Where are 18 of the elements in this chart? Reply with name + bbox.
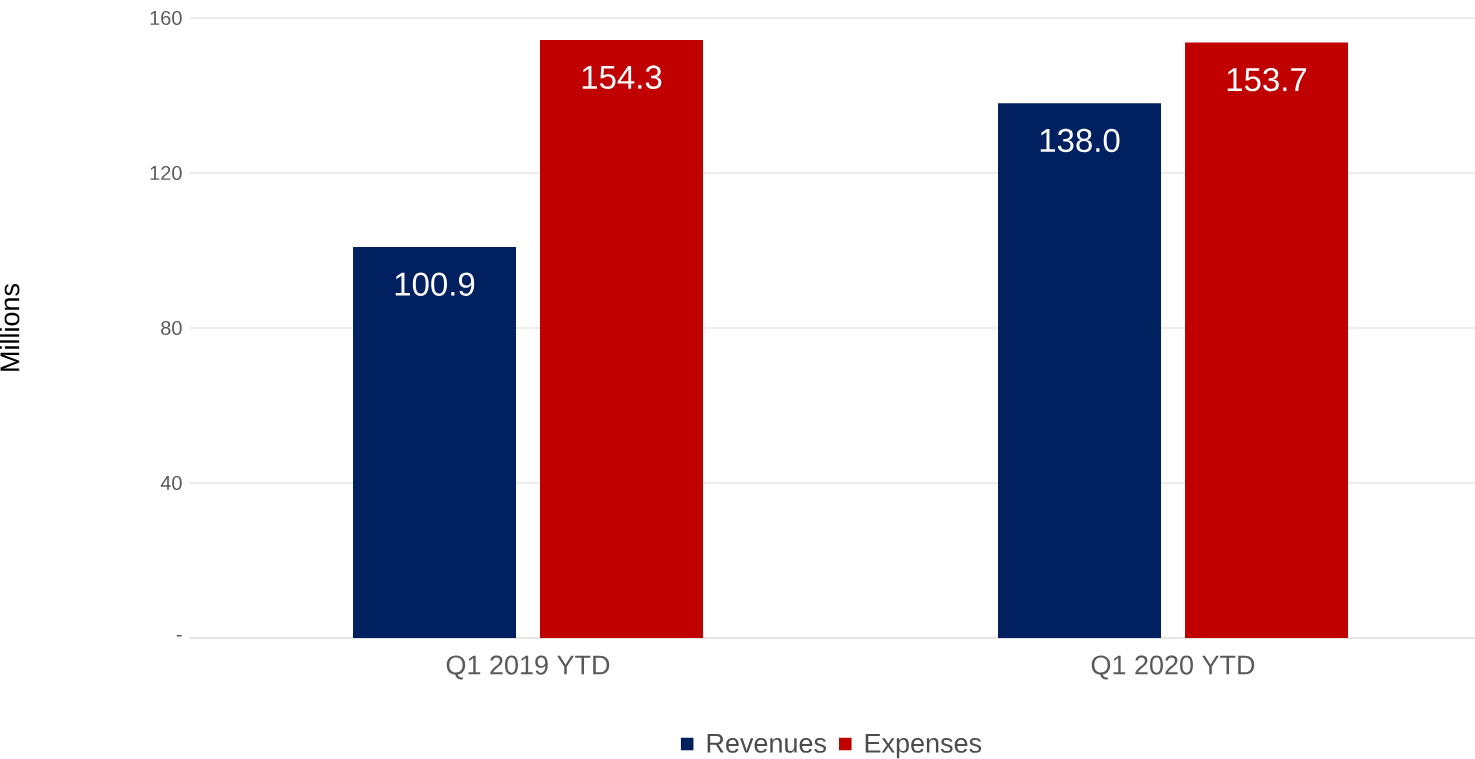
y-tick-label: 40 [160, 475, 182, 491]
bar [1185, 42, 1349, 638]
bar [998, 103, 1162, 638]
y-tick-label: 80 [161, 320, 182, 336]
y-axis-title: Millions [0, 283, 20, 371]
data-label: 138.0 [1040, 128, 1120, 153]
data-label: 153.7 [1227, 67, 1307, 92]
x-tick-label: Q1 2019 YTD [446, 655, 610, 680]
data-label: 100.9 [395, 272, 475, 296]
bar [353, 247, 517, 638]
legend-label: Revenues [707, 733, 827, 753]
y-tick-label: - [176, 634, 182, 637]
legend-label: Expenses [865, 733, 982, 759]
data-label: 154.3 [582, 65, 662, 89]
x-tick-label: Q1 2020 YTD [1091, 655, 1255, 680]
y-tick-label: 120 [150, 165, 182, 181]
bar [540, 40, 704, 638]
y-tick-label: 160 [150, 10, 182, 26]
